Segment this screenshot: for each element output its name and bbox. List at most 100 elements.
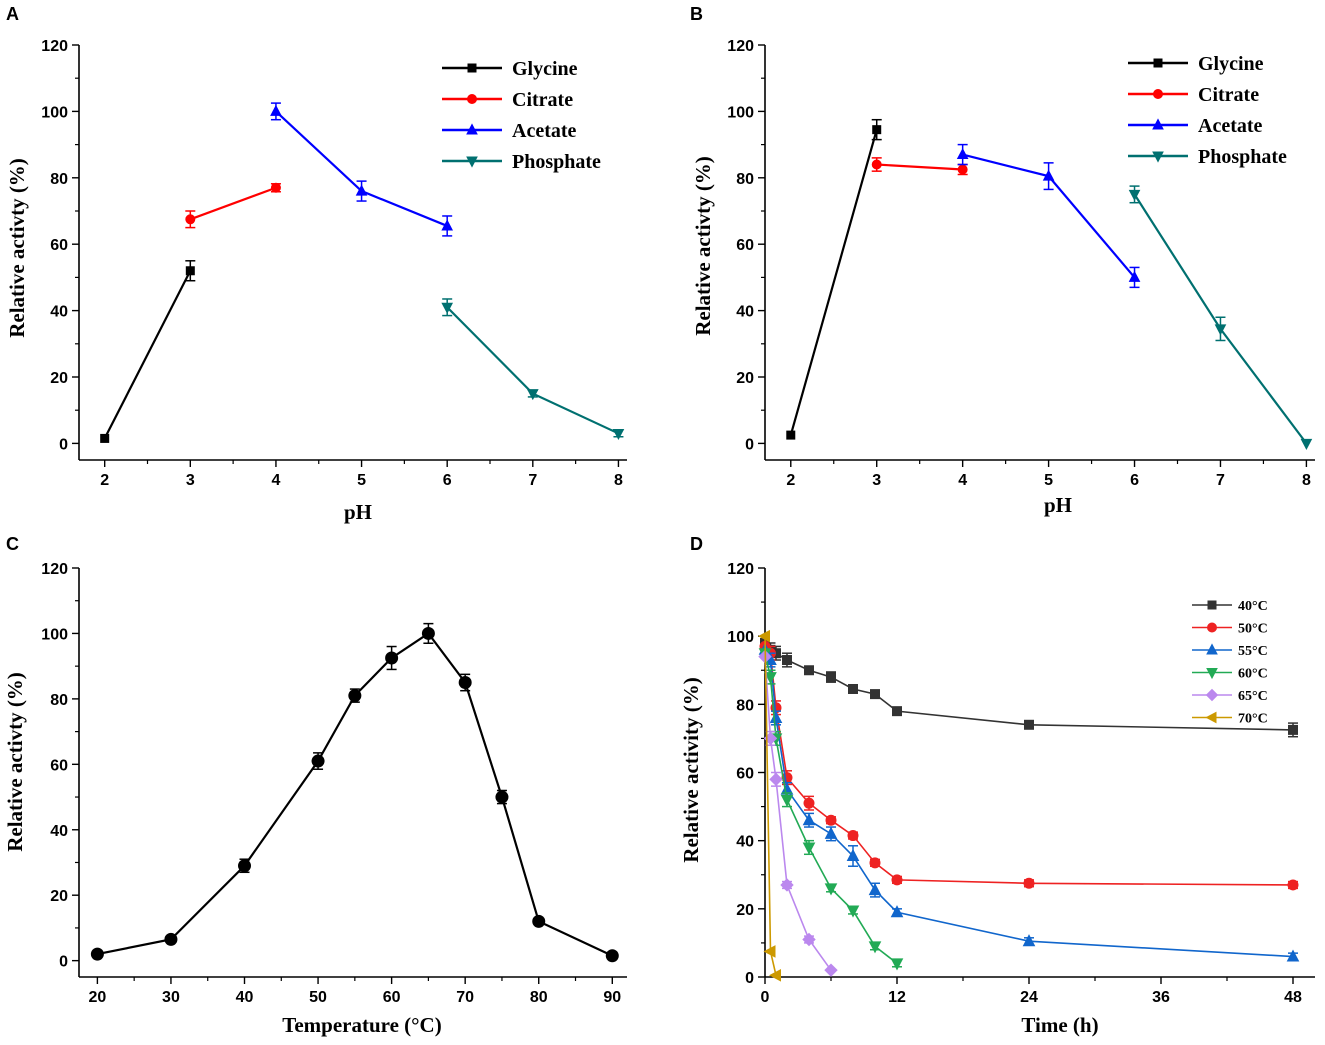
x-tick-label: 12 bbox=[888, 989, 906, 1006]
series-40c bbox=[760, 637, 1298, 738]
data-point bbox=[890, 905, 904, 918]
legend-label: 65°C bbox=[1238, 689, 1268, 704]
data-point bbox=[870, 689, 880, 700]
x-tick-label: 3 bbox=[872, 472, 881, 489]
x-tick-label: 2 bbox=[100, 472, 109, 489]
data-point bbox=[1214, 324, 1227, 336]
panel-d: D 0 20 40 60 80 100 120 0 12 24 36 48 40°C 50°C 55°C 60… bbox=[679, 534, 1315, 1037]
data-point bbox=[348, 689, 362, 703]
data-point bbox=[441, 219, 454, 231]
y-tick-label: 20 bbox=[50, 888, 68, 905]
data-point bbox=[868, 941, 882, 954]
y-tick-label: 0 bbox=[59, 954, 68, 971]
legend-label: 50°C bbox=[1238, 621, 1268, 636]
data-point bbox=[526, 389, 539, 401]
series-phosphate bbox=[1128, 185, 1313, 450]
series-line bbox=[275, 110, 448, 227]
data-point bbox=[757, 629, 770, 643]
legend-label: Acetate bbox=[512, 120, 577, 142]
data-point bbox=[355, 184, 368, 196]
series-line bbox=[97, 631, 613, 957]
data-point bbox=[270, 182, 281, 193]
y-tick-label: 100 bbox=[41, 104, 68, 121]
y-tick-label: 100 bbox=[727, 629, 754, 646]
data-point bbox=[185, 266, 195, 276]
legend-label: Citrate bbox=[512, 89, 573, 111]
data-point bbox=[824, 963, 838, 977]
y-tick-label: 60 bbox=[736, 237, 754, 254]
data-point bbox=[780, 794, 794, 807]
data-point bbox=[421, 626, 435, 640]
data-point bbox=[1206, 643, 1218, 655]
series-acetate bbox=[956, 143, 1141, 289]
data-point bbox=[238, 859, 252, 873]
series-50c bbox=[759, 640, 1299, 891]
data-point bbox=[466, 123, 478, 135]
x-tick-label: 0 bbox=[761, 989, 770, 1006]
data-point bbox=[780, 878, 794, 892]
data-point bbox=[869, 857, 881, 869]
y-tick-label: 40 bbox=[50, 823, 68, 840]
data-point bbox=[848, 683, 858, 694]
legend-label: Phosphate bbox=[1198, 146, 1287, 168]
series-activity bbox=[90, 622, 619, 963]
y-tick-label: 20 bbox=[50, 370, 68, 387]
data-point bbox=[892, 706, 902, 717]
data-point bbox=[495, 790, 509, 804]
y-tick-label: 0 bbox=[745, 970, 754, 987]
y-tick-label: 40 bbox=[736, 304, 754, 321]
data-point bbox=[803, 797, 815, 809]
data-point bbox=[441, 302, 454, 314]
data-point bbox=[764, 672, 777, 685]
panel-b: B 0 20 40 60 80 100 120 2 3 4 5 6 7 8 Glycine Citrate Ac… bbox=[690, 4, 1315, 517]
data-point bbox=[1024, 719, 1034, 730]
data-point bbox=[957, 164, 968, 175]
data-point bbox=[825, 814, 837, 826]
y-tick-label: 80 bbox=[736, 171, 754, 188]
data-point bbox=[1206, 668, 1218, 680]
data-point bbox=[1286, 949, 1300, 962]
data-point bbox=[1153, 89, 1163, 99]
data-point bbox=[1287, 879, 1299, 891]
y-tick-label: 80 bbox=[50, 692, 68, 709]
x-tick-label: 70 bbox=[456, 989, 474, 1006]
data-point bbox=[458, 676, 472, 690]
x-tick-label: 8 bbox=[1302, 472, 1311, 489]
series-line bbox=[189, 186, 277, 221]
data-point bbox=[1022, 934, 1036, 947]
data-point bbox=[185, 214, 196, 225]
series-line bbox=[764, 653, 898, 964]
x-tick-label: 40 bbox=[236, 989, 254, 1006]
series-60c bbox=[758, 648, 904, 971]
data-point bbox=[956, 147, 969, 160]
series-70c bbox=[757, 629, 781, 982]
data-point bbox=[1128, 189, 1141, 201]
x-axis-label: Time (h) bbox=[1021, 1013, 1098, 1037]
series-glycine bbox=[100, 260, 196, 443]
data-point bbox=[1207, 622, 1217, 633]
data-point bbox=[1152, 151, 1164, 163]
data-point bbox=[164, 932, 178, 946]
data-point bbox=[1205, 711, 1217, 724]
legend-label: Acetate bbox=[1198, 115, 1263, 137]
data-point bbox=[100, 433, 110, 443]
data-point bbox=[1207, 600, 1217, 610]
data-point bbox=[466, 156, 478, 168]
data-point bbox=[868, 883, 882, 896]
series-citrate bbox=[871, 157, 968, 176]
data-point bbox=[467, 94, 477, 104]
y-axis-label: Relative activty (%) bbox=[3, 672, 27, 852]
data-point bbox=[385, 651, 399, 665]
y-tick-label: 100 bbox=[41, 626, 68, 643]
x-tick-label: 80 bbox=[530, 989, 548, 1006]
y-tick-label: 0 bbox=[745, 436, 754, 453]
x-axis-label: Temperature (°C) bbox=[282, 1013, 441, 1037]
y-tick-label: 40 bbox=[50, 304, 68, 321]
data-point bbox=[824, 883, 838, 896]
y-tick-label: 120 bbox=[41, 38, 68, 55]
data-point bbox=[782, 655, 792, 666]
series-line bbox=[876, 163, 963, 171]
data-point bbox=[311, 754, 325, 768]
y-tick-label: 60 bbox=[50, 757, 68, 774]
data-point bbox=[891, 874, 903, 886]
